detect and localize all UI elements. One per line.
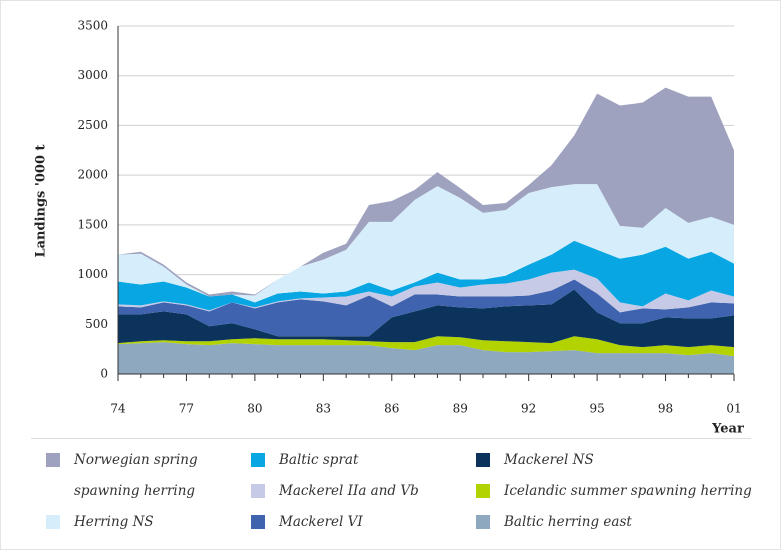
x-axis-label: Year	[711, 422, 744, 437]
y-tick-label: 3000	[77, 68, 108, 82]
divider	[31, 438, 751, 439]
legend-item: Mackerel VI	[246, 507, 471, 538]
area	[118, 87, 734, 297]
legend: Norwegian spring spawning herring Baltic …	[41, 445, 771, 538]
x-tick-label: 83	[316, 402, 331, 416]
y-tick-label: 0	[100, 367, 108, 381]
y-tick-label: 2000	[77, 168, 108, 182]
area	[118, 184, 734, 303]
legend-label: Mackerel NS	[504, 452, 594, 468]
legend-item: Norwegian spring spawning herring	[41, 445, 246, 499]
area	[118, 342, 734, 374]
x-tick-label: 86	[384, 402, 399, 416]
area	[118, 289, 734, 348]
x-tick-label: 89	[453, 402, 468, 416]
chart: Landings '000 t Year 0 500 1000 1500 2000 250…	[34, 19, 744, 437]
legend-swatch	[251, 453, 265, 467]
x-tick-label: 74	[110, 402, 126, 416]
area	[118, 269, 734, 313]
x-tick-label: 01	[726, 402, 741, 416]
y-tick-label: 1000	[77, 267, 108, 281]
legend-item: Herring NS	[41, 507, 246, 538]
y-tick-label: 3500	[77, 19, 108, 33]
legend-label: Mackerel IIa and Vb	[279, 483, 419, 499]
x-tick-label: 98	[658, 402, 673, 416]
legend-label: Baltic herring east	[504, 514, 632, 530]
legend-swatch	[476, 515, 490, 529]
x-tick-label: 92	[521, 402, 536, 416]
x-tick-label: 95	[589, 402, 604, 416]
areas	[118, 87, 734, 374]
legend-item: Mackerel NS	[471, 445, 771, 476]
legend-swatch	[46, 515, 60, 529]
legend-swatch	[476, 453, 490, 467]
x-tick-label: 80	[247, 402, 262, 416]
legend-label: Herring NS	[74, 514, 154, 530]
y-tick-label: 1500	[77, 217, 108, 231]
legend-label: Norwegian spring spawning herring	[74, 452, 198, 499]
area	[118, 240, 734, 311]
legend-item: Icelandic summer spawning herring	[471, 476, 771, 507]
legend-item: Baltic sprat	[246, 445, 471, 476]
area	[118, 279, 734, 337]
legend-swatch	[46, 453, 60, 467]
legend-item: Baltic herring east	[471, 507, 771, 538]
legend-item	[41, 476, 246, 507]
y-axis-label: Landings '000 t	[34, 144, 49, 257]
y-tick-label: 2500	[77, 118, 108, 132]
legend-swatch	[251, 484, 265, 498]
legend-swatch	[251, 515, 265, 529]
legend-swatch	[476, 484, 490, 498]
x-tick-label: 77	[179, 402, 194, 416]
legend-label: Icelandic summer spawning herring	[504, 483, 752, 499]
y-tick-label: 500	[85, 317, 108, 331]
legend-item: Mackerel IIa and Vb	[246, 476, 471, 507]
legend-label: Baltic sprat	[279, 452, 359, 468]
legend-label: Mackerel VI	[279, 514, 363, 530]
area	[118, 336, 734, 357]
